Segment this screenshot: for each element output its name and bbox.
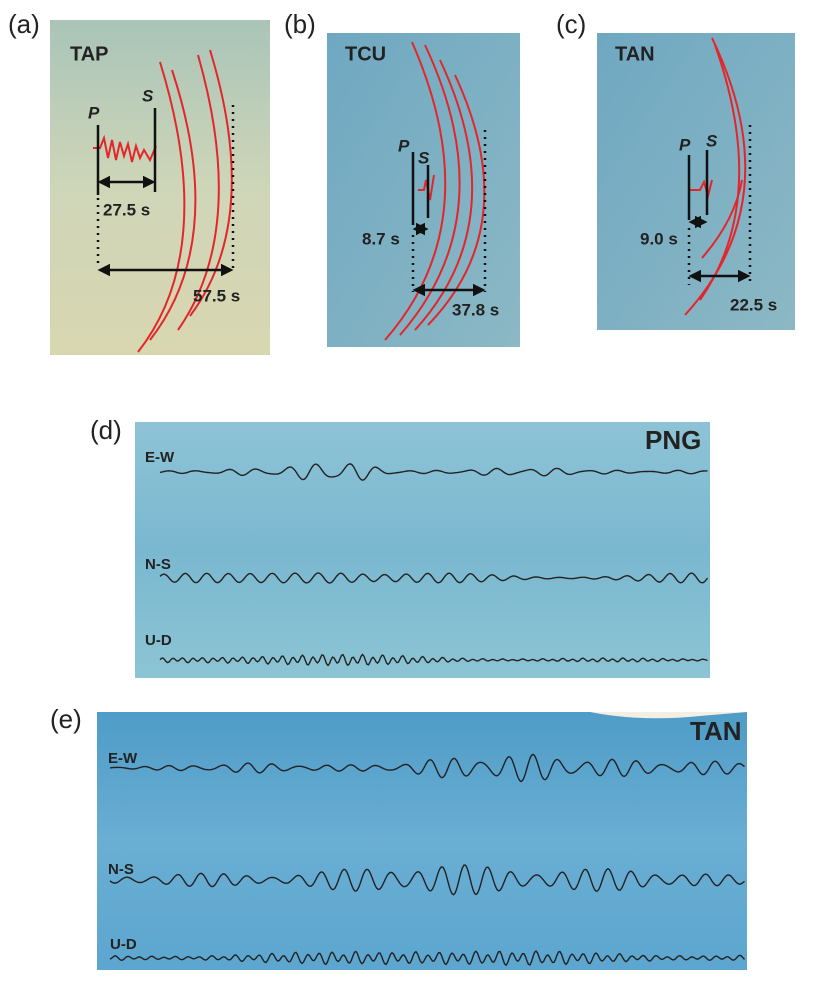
s-label: S xyxy=(418,148,430,167)
component: E-W xyxy=(108,750,138,767)
trace xyxy=(418,174,435,201)
p-label: P xyxy=(88,103,100,122)
paper-edge xyxy=(590,712,747,719)
panel-label: (c) xyxy=(556,9,586,39)
sp-interval: 27.5 s xyxy=(103,200,150,219)
panel-b: (b) TCU P S 8.7 s 37.8 s xyxy=(284,9,499,341)
duration: 37.8 s xyxy=(452,300,499,319)
seismogram-trace xyxy=(109,949,746,967)
trace xyxy=(690,179,713,200)
station: PNG xyxy=(645,425,701,455)
component: N-S xyxy=(145,556,171,573)
duration: 57.5 s xyxy=(193,286,240,305)
s-label: S xyxy=(142,86,154,105)
component: E-W xyxy=(145,449,175,466)
p-label: P xyxy=(679,135,691,154)
trace xyxy=(399,44,461,336)
component: U-D xyxy=(110,936,137,953)
trace xyxy=(427,74,486,326)
sp-interval: 9.0 s xyxy=(640,229,678,248)
sp-interval: 8.7 s xyxy=(362,229,400,248)
record-image xyxy=(135,422,710,678)
trace xyxy=(149,69,197,341)
duration: 22.5 s xyxy=(730,295,777,314)
s-label: S xyxy=(706,131,718,150)
panel-label: (a) xyxy=(8,9,40,39)
seismogram-trace xyxy=(109,864,745,896)
seismogram-trace xyxy=(159,653,708,667)
trace xyxy=(701,179,743,259)
record-image xyxy=(597,33,795,330)
panel-label: (b) xyxy=(284,9,316,39)
panel-d: (d) PNG E-W N-S U-D xyxy=(90,415,709,667)
panel-label: (d) xyxy=(90,415,122,445)
record-image xyxy=(97,712,747,970)
panel-c: (c) TAN P S 9.0 s 22.5 s xyxy=(556,9,777,316)
component: N-S xyxy=(108,861,134,878)
station: TCU xyxy=(345,43,386,65)
record-image xyxy=(50,20,270,355)
station: TAN xyxy=(690,716,742,746)
panel-label: (e) xyxy=(50,704,82,734)
trace xyxy=(93,134,157,163)
seismogram-trace xyxy=(159,572,709,584)
station: TAP xyxy=(70,43,109,65)
trace xyxy=(414,59,474,331)
trace xyxy=(384,41,447,341)
panel-a: (a) TAP P S 27.5 s 57.5 s xyxy=(8,9,240,353)
station: TAN xyxy=(615,43,655,65)
trace xyxy=(189,49,233,317)
trace xyxy=(137,61,186,353)
component: U-D xyxy=(145,632,172,649)
seismogram-trace xyxy=(109,753,745,783)
trace xyxy=(177,54,220,331)
panel-e: (e) TAN E-W N-S U-D xyxy=(50,704,746,967)
seismogram-trace xyxy=(159,463,708,481)
p-label: P xyxy=(398,136,410,155)
